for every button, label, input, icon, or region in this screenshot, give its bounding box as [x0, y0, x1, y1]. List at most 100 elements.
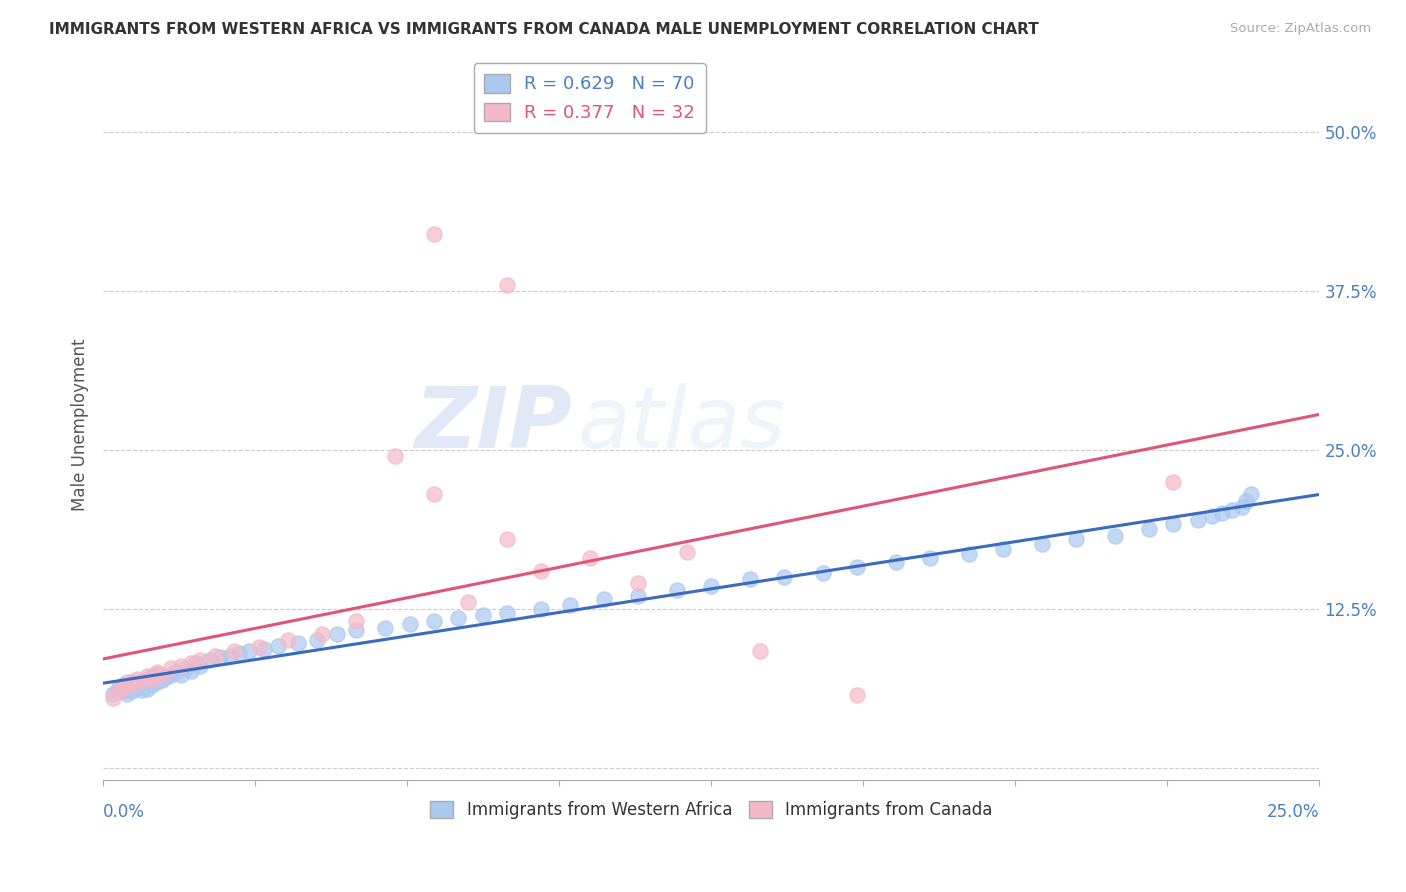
Point [117, 675, 139, 690]
Point [993, 541, 1015, 556]
Point [627, 576, 650, 591]
Point [224, 643, 246, 657]
Point [208, 650, 231, 665]
Point [423, 487, 446, 501]
Point [560, 598, 582, 612]
Point [170, 668, 193, 682]
Point [135, 681, 157, 696]
Text: ZIP: ZIP [413, 383, 571, 466]
Point [846, 559, 869, 574]
Point [127, 672, 149, 686]
Point [131, 683, 153, 698]
Point [135, 672, 157, 686]
Point [374, 621, 396, 635]
Point [471, 608, 494, 623]
Point [160, 668, 183, 682]
Point [107, 684, 129, 698]
Point [740, 573, 762, 587]
Point [238, 643, 260, 657]
Point [344, 615, 367, 629]
Text: 0.0%: 0.0% [103, 803, 145, 822]
Point [165, 665, 187, 680]
Point [1236, 493, 1258, 508]
Point [1137, 522, 1160, 536]
Point [145, 675, 167, 690]
Point [141, 669, 163, 683]
Point [423, 227, 446, 241]
Point [277, 633, 299, 648]
Point [384, 449, 406, 463]
Point [107, 681, 129, 696]
Point [398, 617, 420, 632]
Point [1240, 487, 1263, 501]
Point [204, 648, 226, 663]
Point [700, 579, 723, 593]
Point [141, 678, 163, 692]
Point [1230, 500, 1253, 514]
Point [180, 664, 202, 678]
Point [135, 669, 157, 683]
Point [111, 684, 134, 698]
Point [111, 681, 134, 695]
Y-axis label: Male Unemployment: Male Unemployment [72, 338, 89, 510]
Point [1064, 532, 1087, 546]
Point [884, 555, 907, 569]
Point [423, 615, 446, 629]
Point [307, 633, 329, 648]
Point [127, 681, 149, 695]
Point [325, 627, 347, 641]
Point [150, 673, 173, 687]
Text: Source: ZipAtlas.com: Source: ZipAtlas.com [1230, 22, 1371, 36]
Point [1187, 513, 1209, 527]
Point [101, 687, 124, 701]
Point [247, 640, 270, 654]
Point [1163, 516, 1185, 531]
Point [811, 566, 834, 581]
Point [1220, 502, 1243, 516]
Legend: Immigrants from Western Africa, Immigrants from Canada: Immigrants from Western Africa, Immigran… [423, 794, 1000, 825]
Point [957, 547, 980, 561]
Point [170, 659, 193, 673]
Point [676, 544, 699, 558]
Point [155, 670, 177, 684]
Text: 25.0%: 25.0% [1267, 803, 1319, 822]
Point [1201, 508, 1223, 523]
Point [846, 688, 869, 702]
Point [287, 636, 309, 650]
Point [141, 672, 163, 686]
Point [121, 678, 143, 692]
Point [228, 646, 250, 660]
Point [198, 652, 221, 666]
Point [131, 674, 153, 689]
Point [1104, 529, 1126, 543]
Point [344, 624, 367, 638]
Point [145, 666, 167, 681]
Point [457, 595, 479, 609]
Point [145, 665, 167, 680]
Point [190, 659, 212, 673]
Point [496, 277, 519, 292]
Point [447, 610, 470, 624]
Point [150, 668, 173, 682]
Text: atlas: atlas [578, 383, 786, 466]
Point [920, 550, 942, 565]
Point [1211, 507, 1233, 521]
Point [117, 681, 139, 695]
Point [160, 661, 183, 675]
Point [127, 678, 149, 692]
Point [666, 582, 689, 597]
Text: IMMIGRANTS FROM WESTERN AFRICA VS IMMIGRANTS FROM CANADA MALE UNEMPLOYMENT CORRE: IMMIGRANTS FROM WESTERN AFRICA VS IMMIGR… [49, 22, 1039, 37]
Point [530, 564, 553, 578]
Point [267, 639, 290, 653]
Point [749, 643, 772, 657]
Point [218, 648, 240, 663]
Point [180, 657, 202, 671]
Point [496, 532, 519, 546]
Point [131, 674, 153, 689]
Point [184, 657, 207, 671]
Point [253, 642, 276, 657]
Point [627, 589, 650, 603]
Point [111, 678, 134, 692]
Point [121, 684, 143, 698]
Point [593, 591, 616, 606]
